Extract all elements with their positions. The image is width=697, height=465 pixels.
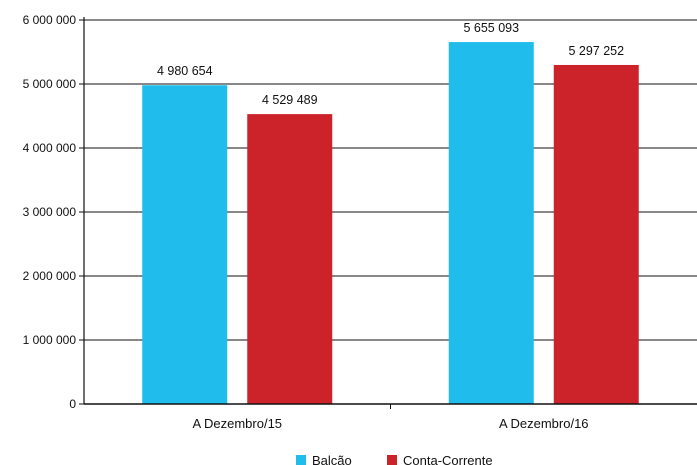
data-label: 5 655 093 bbox=[463, 21, 519, 35]
bar bbox=[247, 114, 332, 404]
data-label: 4 980 654 bbox=[157, 64, 213, 78]
legend-swatch bbox=[387, 455, 397, 465]
data-label: 5 297 252 bbox=[568, 44, 624, 58]
legend-label: Conta-Corrente bbox=[403, 453, 493, 465]
y-axis-ticks: 0 1 000 000 2 000 000 3 000 000 4 000 000 5 0… bbox=[23, 13, 84, 411]
y-tick-label: 6 000 000 bbox=[23, 13, 77, 27]
x-axis-categories: A Dezembro/15 A Dezembro/16 bbox=[192, 416, 588, 431]
y-tick-label: 3 000 000 bbox=[23, 205, 77, 219]
y-tick-label: 2 000 000 bbox=[23, 269, 77, 283]
category-label: A Dezembro/15 bbox=[192, 416, 282, 431]
legend-swatch bbox=[296, 455, 306, 465]
bar bbox=[449, 42, 534, 404]
bar bbox=[142, 85, 227, 404]
y-tick-label: 5 000 000 bbox=[23, 77, 77, 91]
bars bbox=[142, 42, 639, 404]
legend-label: Balcão bbox=[312, 453, 352, 465]
y-tick-label: 0 bbox=[69, 397, 76, 411]
data-label: 4 529 489 bbox=[262, 93, 318, 107]
y-tick-label: 1 000 000 bbox=[23, 333, 77, 347]
bar bbox=[554, 65, 639, 404]
category-label: A Dezembro/16 bbox=[499, 416, 589, 431]
legend: Balcão Conta-Corrente bbox=[296, 453, 493, 465]
y-tick-label: 4 000 000 bbox=[23, 141, 77, 155]
